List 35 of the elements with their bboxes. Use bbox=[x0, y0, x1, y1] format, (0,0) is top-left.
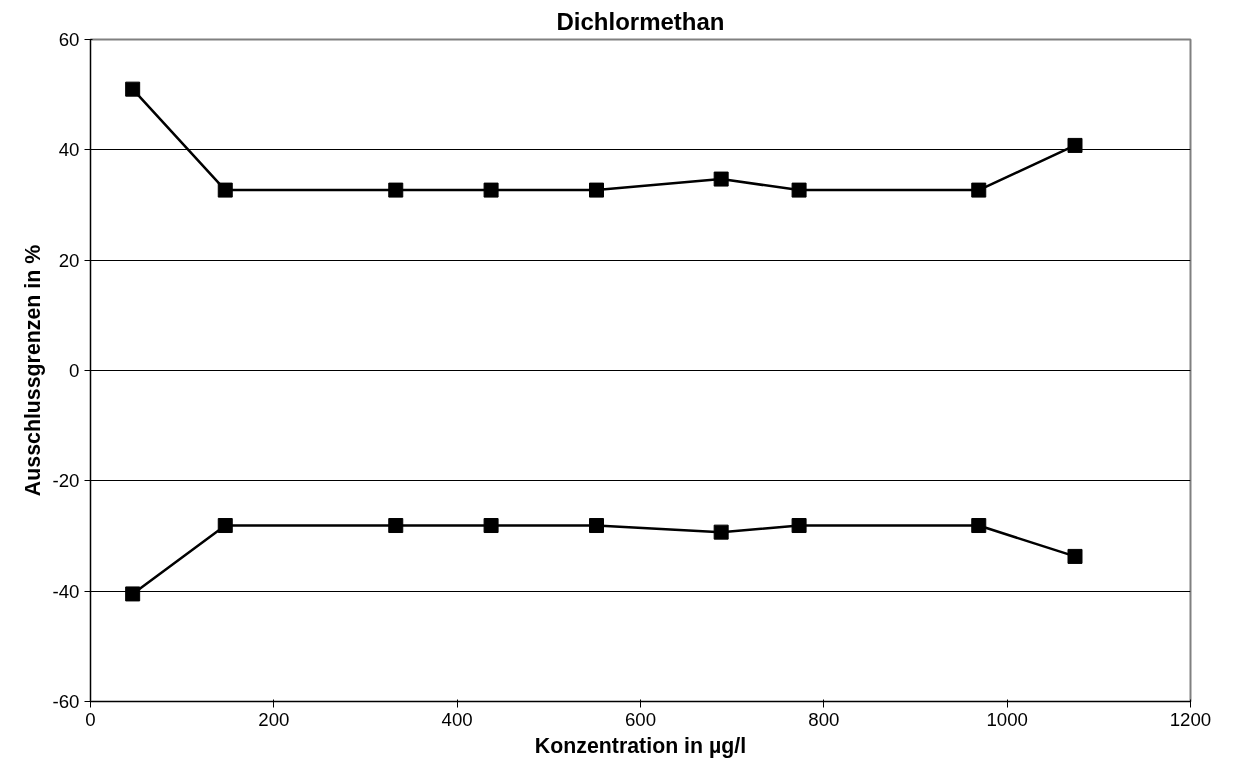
y-tick-label: -40 bbox=[52, 580, 80, 602]
x-tick-label: 1200 bbox=[1169, 708, 1212, 730]
point bbox=[713, 171, 729, 187]
point bbox=[1067, 548, 1083, 564]
point bbox=[589, 182, 604, 198]
point bbox=[1067, 137, 1083, 153]
x-tick-label: 800 bbox=[808, 708, 840, 730]
point bbox=[971, 182, 987, 198]
x-tick-label: 400 bbox=[441, 708, 473, 730]
point bbox=[589, 518, 604, 534]
point bbox=[125, 81, 141, 97]
point bbox=[971, 518, 987, 534]
x-tick-label: 600 bbox=[624, 708, 657, 730]
x-tick-label: 1000 bbox=[986, 708, 1028, 730]
point bbox=[713, 524, 729, 540]
x-tick-label: 0 bbox=[85, 708, 96, 730]
y-axis-title: Ausschlussgrenzen in % bbox=[20, 244, 45, 497]
x-axis-title: Konzentration in µg/l bbox=[534, 733, 747, 758]
point bbox=[217, 518, 233, 534]
y-tick-label: -20 bbox=[52, 470, 80, 492]
point bbox=[125, 586, 141, 602]
point bbox=[388, 518, 404, 534]
chart-title: Dichlormethan bbox=[556, 7, 725, 35]
point bbox=[791, 518, 807, 534]
point bbox=[483, 182, 499, 198]
point bbox=[483, 518, 499, 534]
y-tick-label: 0 bbox=[69, 360, 80, 381]
point bbox=[388, 182, 404, 198]
y-tick-label: -60 bbox=[52, 691, 80, 712]
x-tick-label: 200 bbox=[258, 708, 290, 730]
y-tick-label: 20 bbox=[58, 249, 80, 271]
y-tick-label: 40 bbox=[58, 139, 80, 161]
y-tick-label: 60 bbox=[58, 29, 80, 50]
point bbox=[791, 182, 807, 198]
point bbox=[217, 182, 233, 198]
